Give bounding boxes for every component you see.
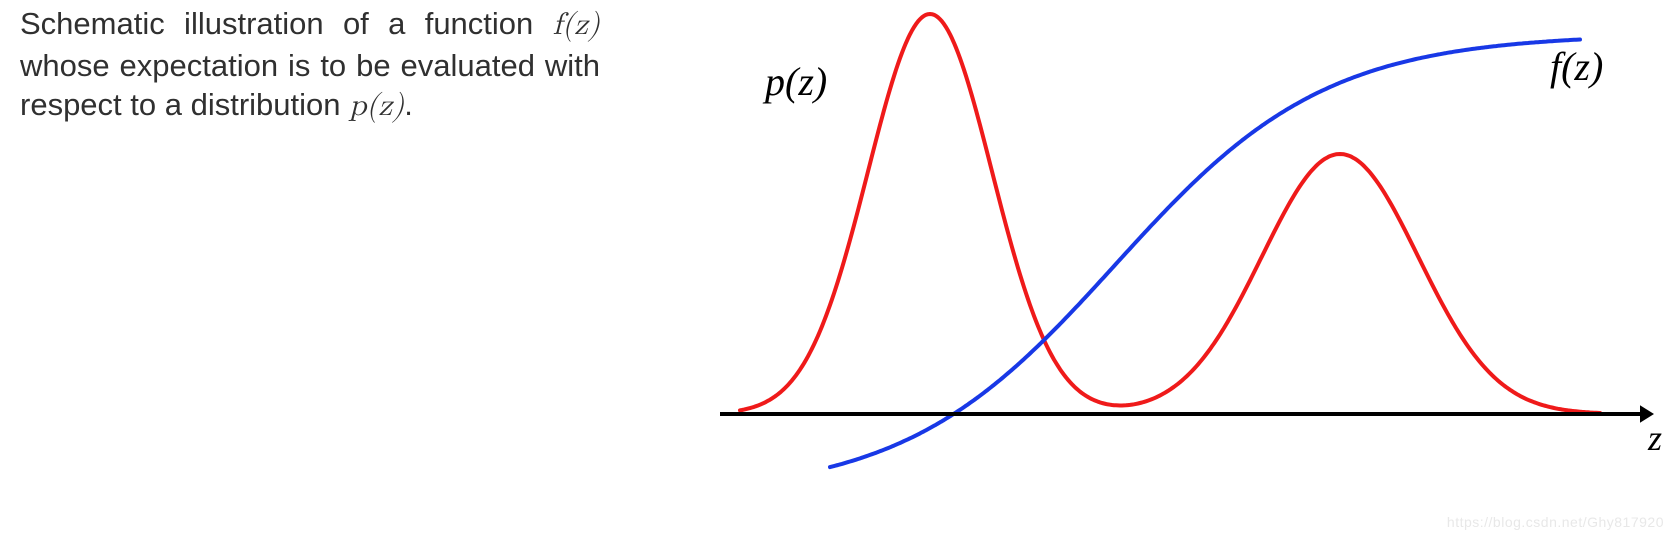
caption-part-1: Schematic illustration of a function bbox=[20, 6, 553, 41]
curve-label-f: f(z) bbox=[1550, 44, 1603, 89]
f-curve bbox=[830, 40, 1580, 468]
caption-text: Schematic illustration of a function f(z… bbox=[20, 4, 600, 127]
caption-math-pz: p(z) bbox=[349, 91, 404, 122]
axis-label-z: z bbox=[1647, 418, 1662, 458]
caption-part-3: . bbox=[404, 87, 413, 122]
caption-math-fz: f(z) bbox=[553, 10, 600, 41]
plot-svg: z p(z) f(z) bbox=[700, 0, 1674, 536]
curve-label-p: p(z) bbox=[762, 59, 827, 104]
figure-container: Schematic illustration of a function f(z… bbox=[0, 0, 1674, 536]
caption-part-2: whose expectation is to be evaluated wit… bbox=[20, 48, 600, 123]
plot-area: z p(z) f(z) bbox=[700, 0, 1674, 536]
p-curve bbox=[740, 14, 1600, 413]
watermark-text: https://blog.csdn.net/Ghy817920 bbox=[1447, 514, 1664, 530]
